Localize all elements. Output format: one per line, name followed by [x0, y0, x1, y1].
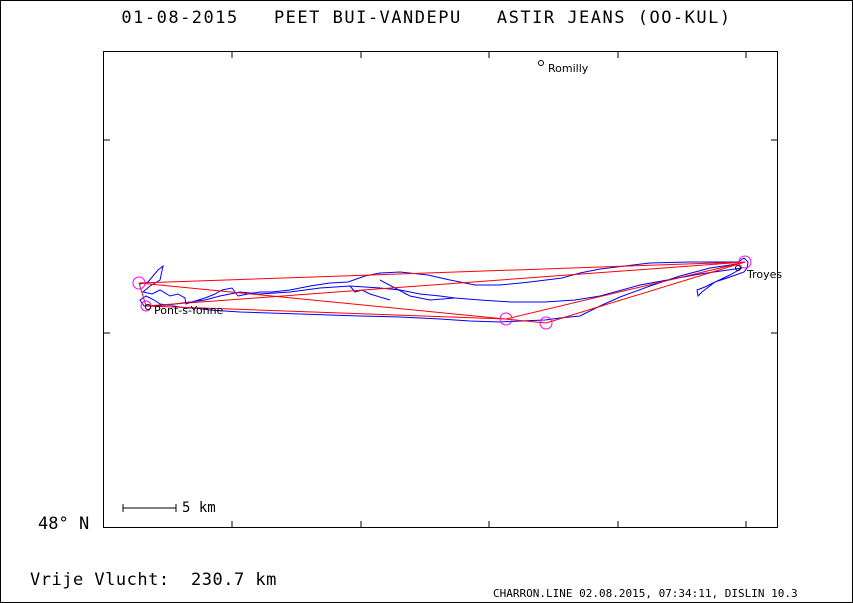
scale-bar — [122, 504, 177, 512]
turnpoint-circle — [499, 312, 513, 326]
turnpoint-circle — [140, 300, 152, 312]
turnpoint-circle — [738, 255, 752, 269]
turnpoints — [132, 255, 752, 330]
flight-track — [139, 257, 749, 323]
axis-ticks — [104, 52, 777, 527]
turnpoint-circle — [132, 276, 146, 290]
map-title: 01-08-2015 PEET BUI-VANDEPU ASTIR JEANS … — [121, 8, 732, 28]
flight-distance: Vrije Vlucht: 230.7 km — [30, 570, 277, 590]
place-marker-pont-s-yonne — [145, 304, 151, 310]
footer-info: CHARRON.LINE 02.08.2015, 07:34:11, DISLI… — [493, 587, 798, 600]
place-label-pont-s-yonne: Pont-s-Yonne — [154, 304, 224, 317]
turnpoint-circle — [539, 316, 553, 330]
place-marker-troyes — [735, 265, 741, 271]
latitude-label: 48° N — [38, 514, 90, 534]
task-legs — [138, 261, 746, 324]
flight-track-segment — [379, 279, 456, 301]
place-marker-romilly — [538, 60, 544, 66]
plot-frame — [103, 51, 778, 528]
place-label-troyes: Troyes — [746, 268, 782, 281]
place-label-romilly: Romilly — [548, 62, 589, 75]
scale-label: 5 km — [182, 500, 216, 516]
